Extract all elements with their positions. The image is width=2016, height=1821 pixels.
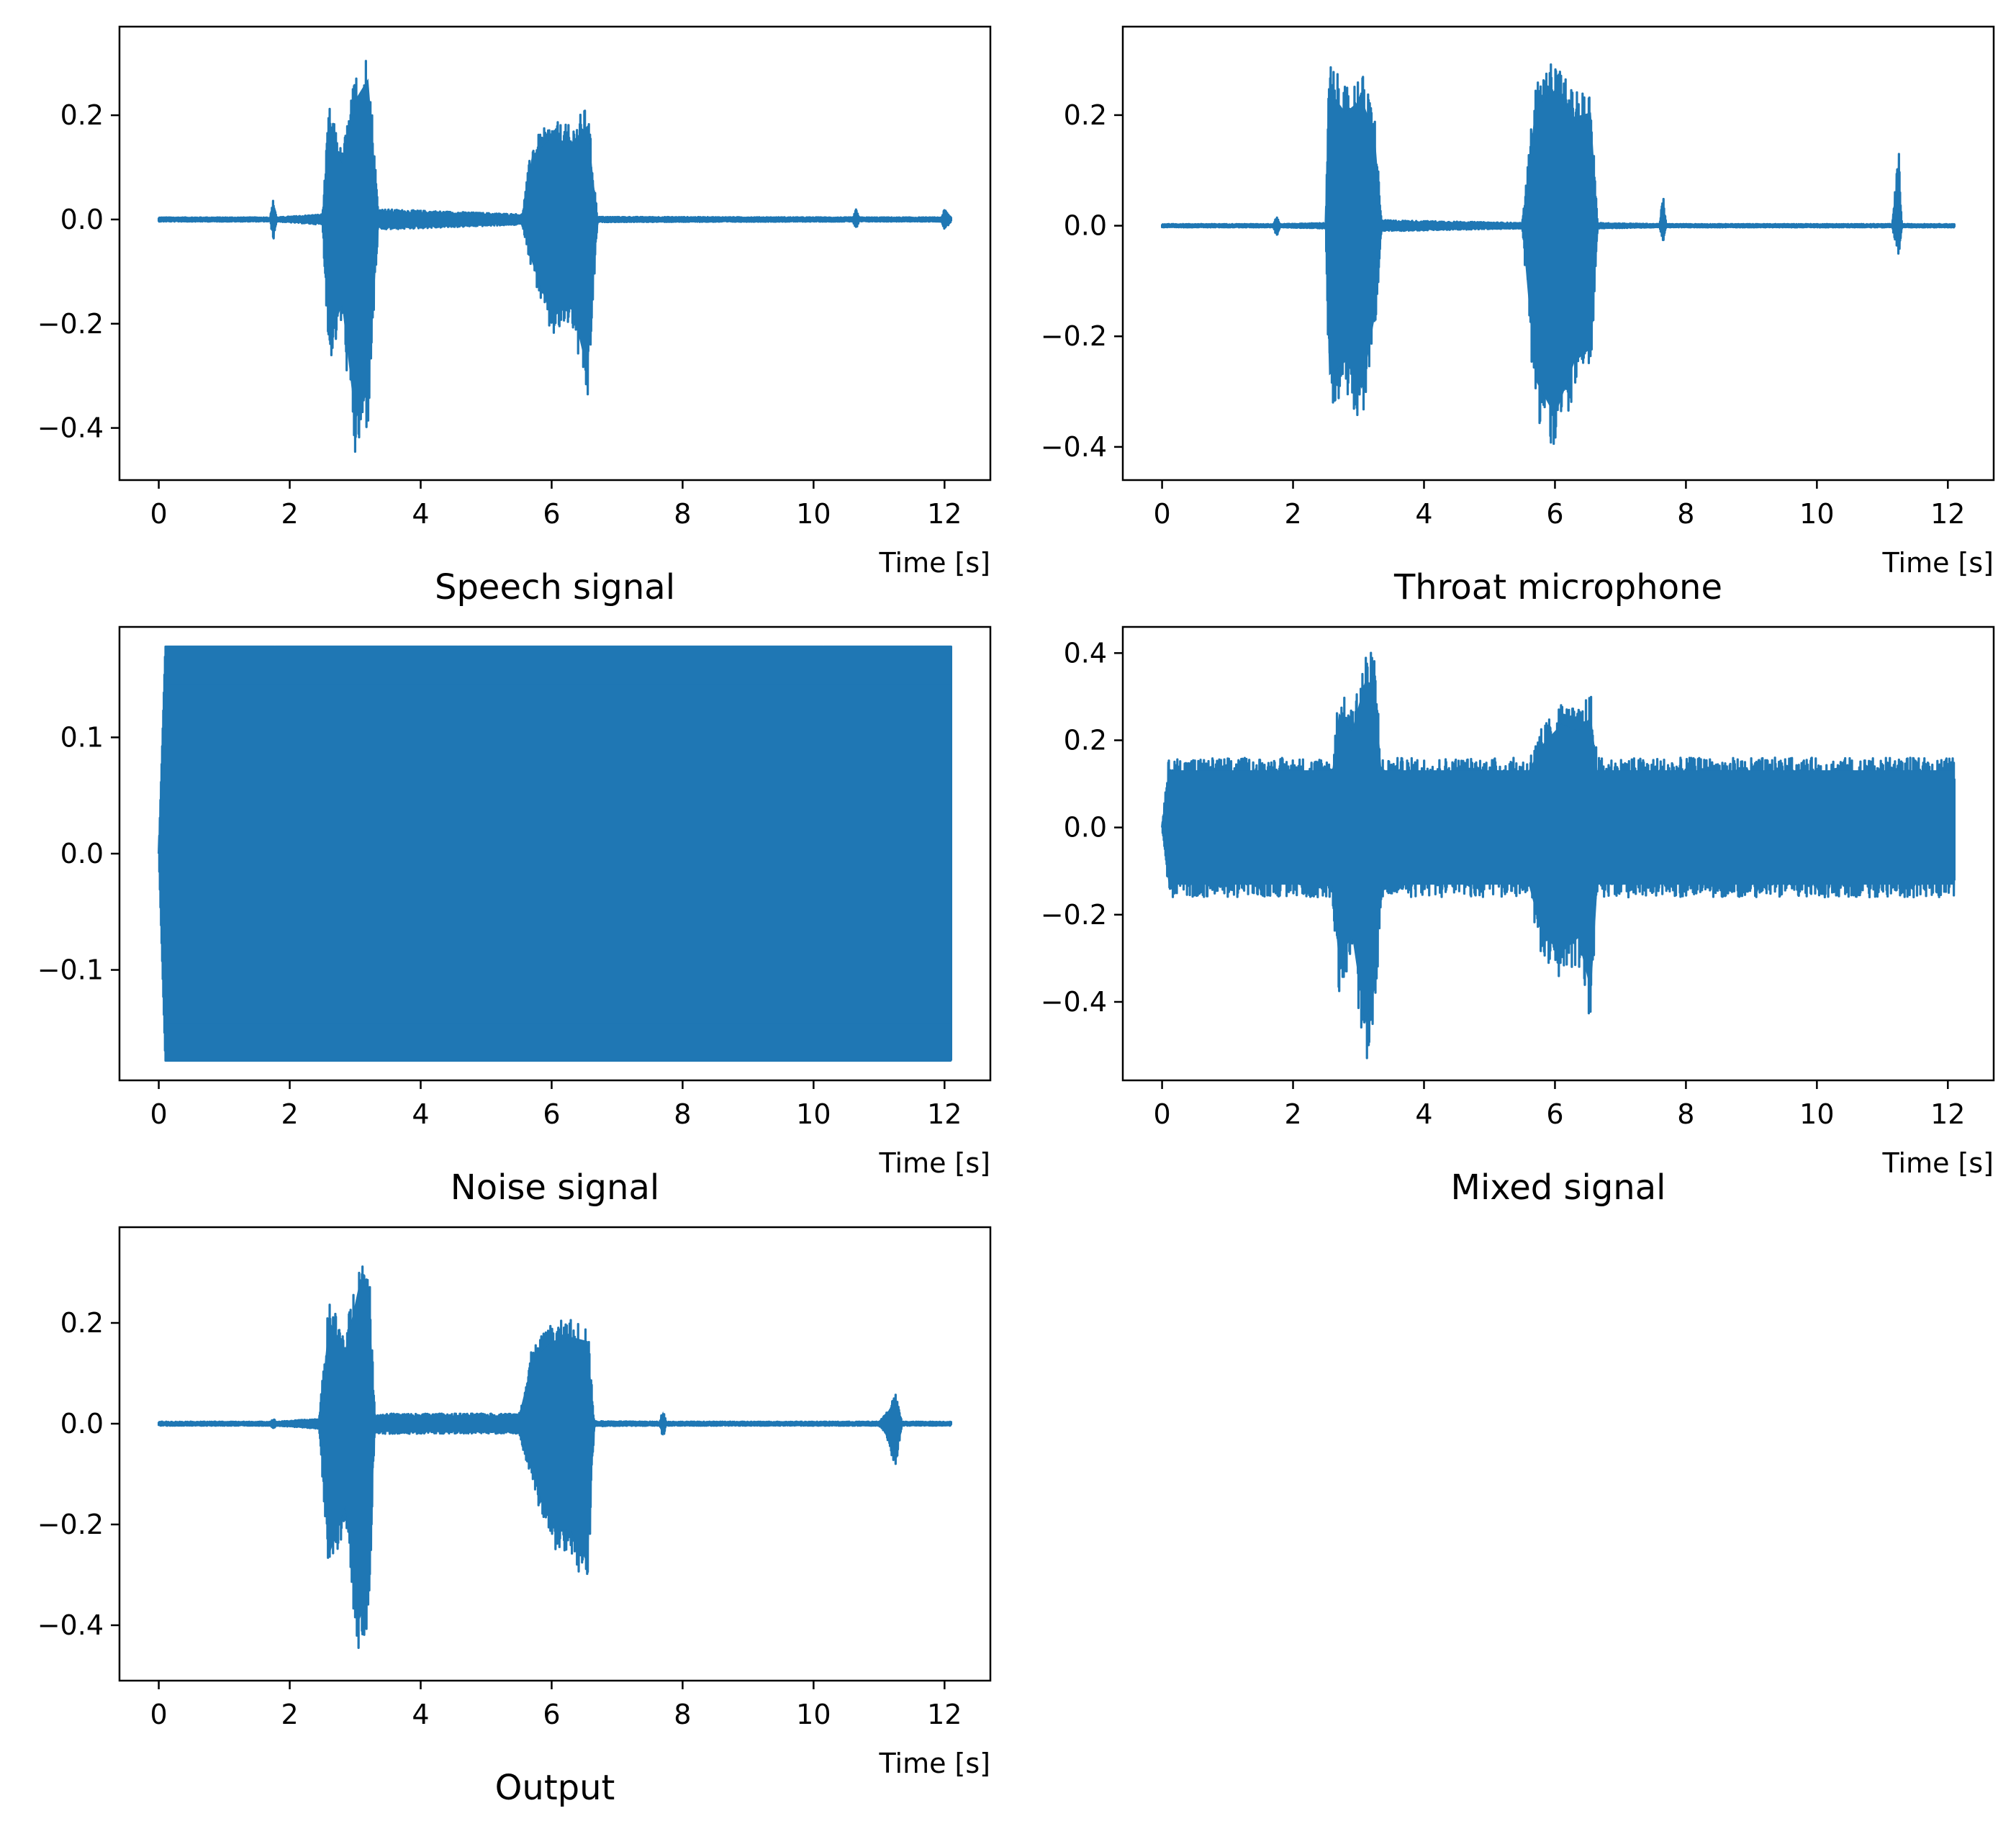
panel-title: Noise signal xyxy=(451,1167,659,1208)
y-tick-label: 0.2 xyxy=(1064,725,1107,756)
y-tick-label: 0.0 xyxy=(60,204,104,235)
panel-mixed-signal: 0 2 4 6 8 10 12 −0.4 −0.2 0.0 0.2 0.4 Time [s] Mixe… xyxy=(1041,625,1995,1208)
y-tick-label: 0.4 xyxy=(1064,637,1107,669)
y-tick-label: −0.4 xyxy=(1041,986,1107,1018)
x-tick-label: 4 xyxy=(412,1098,429,1130)
y-tick-label: 0.0 xyxy=(60,838,104,869)
x-tick-label: 2 xyxy=(281,1098,298,1130)
x-tick-label: 10 xyxy=(1799,1098,1834,1130)
x-axis-label: Time [s] xyxy=(1881,547,1994,579)
panel-title: Mixed signal xyxy=(1451,1167,1666,1208)
x-tick-label: 4 xyxy=(412,1699,429,1730)
y-tick-label: −0.2 xyxy=(1041,899,1107,931)
y-tick-label: 0.2 xyxy=(60,1307,104,1339)
y-tick-label: 0.2 xyxy=(60,99,104,131)
axes-frame xyxy=(1121,625,1995,1082)
x-tick-label: 8 xyxy=(674,498,691,530)
x-tick-label: 6 xyxy=(543,498,560,530)
panel-output: 0 2 4 6 8 10 12 −0.4 −0.2 0.0 0.2 Time [s] Output xyxy=(37,1226,992,1808)
x-tick-label: 0 xyxy=(150,1699,167,1730)
x-tick-label: 6 xyxy=(543,1699,560,1730)
x-tick-label: 8 xyxy=(1677,498,1694,530)
x-axis-label: Time [s] xyxy=(878,1748,990,1779)
y-tick-label: 0.0 xyxy=(60,1408,104,1440)
x-tick-label: 12 xyxy=(927,1699,962,1730)
x-axis-label: Time [s] xyxy=(1881,1147,1994,1179)
y-tick-label: 0.0 xyxy=(1064,210,1107,242)
waveform-fill xyxy=(158,684,952,1024)
x-tick-label: 0 xyxy=(150,498,167,530)
x-tick-label: 10 xyxy=(1799,498,1834,530)
waveform-fill xyxy=(1162,89,1955,417)
x-tick-label: 4 xyxy=(412,498,429,530)
x-tick-label: 8 xyxy=(674,1699,691,1730)
x-tick-label: 2 xyxy=(281,498,298,530)
waveform-fill xyxy=(1162,680,1955,1024)
x-tick-label: 10 xyxy=(796,1699,831,1730)
y-tick-label: 0.0 xyxy=(1064,812,1107,844)
panel-title: Speech signal xyxy=(435,567,675,607)
x-tick-label: 12 xyxy=(927,498,962,530)
x-tick-label: 2 xyxy=(281,1699,298,1730)
axes-frame xyxy=(118,25,992,482)
x-tick-label: 0 xyxy=(1153,498,1170,530)
x-axis-label: Time [s] xyxy=(878,547,990,579)
x-tick-label: 12 xyxy=(927,1098,962,1130)
x-tick-label: 10 xyxy=(796,498,831,530)
y-tick-label: 0.2 xyxy=(1064,99,1107,131)
x-tick-label: 2 xyxy=(1284,498,1301,530)
x-tick-label: 4 xyxy=(1415,498,1432,530)
axes-content: 0 2 4 6 8 10 12 −0.4 −0.2 0.0 0.2 xyxy=(37,25,992,530)
x-tick-label: 10 xyxy=(796,1098,831,1130)
x-tick-label: 12 xyxy=(1930,1098,1965,1130)
y-tick-label: −0.1 xyxy=(37,954,104,986)
panel-title: Output xyxy=(495,1768,615,1808)
x-tick-label: 8 xyxy=(674,1098,691,1130)
x-tick-label: 6 xyxy=(1546,1098,1563,1130)
x-tick-label: 8 xyxy=(1677,1098,1694,1130)
y-tick-label: −0.4 xyxy=(37,1609,104,1641)
y-tick-label: −0.2 xyxy=(37,308,104,340)
panel-noise-signal: 0 2 4 6 8 10 12 −0.1 0.0 0.1 Time [s] Noise signa… xyxy=(37,625,992,1208)
panel-speech-signal: 0 2 4 6 8 10 12 −0.4 −0.2 0.0 0.2 Time [s] Speech … xyxy=(37,25,992,607)
y-tick-label: −0.2 xyxy=(37,1509,104,1540)
y-tick-label: −0.4 xyxy=(1041,431,1107,463)
waveform-fill xyxy=(158,78,952,421)
waveform-fill xyxy=(158,1279,952,1622)
x-tick-label: 2 xyxy=(1284,1098,1301,1130)
x-tick-label: 12 xyxy=(1930,498,1965,530)
axes-content: 0 2 4 6 8 10 12 −0.4 −0.2 0.0 0.2 0.4 xyxy=(1041,625,1995,1130)
axes-content: 0 2 4 6 8 10 12 −0.1 0.0 0.1 xyxy=(37,625,992,1130)
x-tick-label: 0 xyxy=(1153,1098,1170,1130)
x-tick-label: 4 xyxy=(1415,1098,1432,1130)
y-tick-label: 0.1 xyxy=(60,721,104,753)
y-tick-label: −0.4 xyxy=(37,412,104,444)
axes-content: 0 2 4 6 8 10 12 −0.4 −0.2 0.0 0.2 xyxy=(1041,25,1995,530)
x-tick-label: 6 xyxy=(543,1098,560,1130)
panel-throat-microphone: 0 2 4 6 8 10 12 −0.4 −0.2 0.0 0.2 Time [s] Throat … xyxy=(1041,25,1995,607)
axes-content: 0 2 4 6 8 10 12 −0.4 −0.2 0.0 0.2 xyxy=(37,1226,992,1730)
axes-frame xyxy=(1121,25,1995,482)
y-tick-label: −0.2 xyxy=(1041,320,1107,352)
x-tick-label: 0 xyxy=(150,1098,167,1130)
axes-frame xyxy=(118,1226,992,1682)
panel-title: Throat microphone xyxy=(1393,567,1722,607)
x-axis-label: Time [s] xyxy=(878,1147,990,1179)
x-tick-label: 6 xyxy=(1546,498,1563,530)
